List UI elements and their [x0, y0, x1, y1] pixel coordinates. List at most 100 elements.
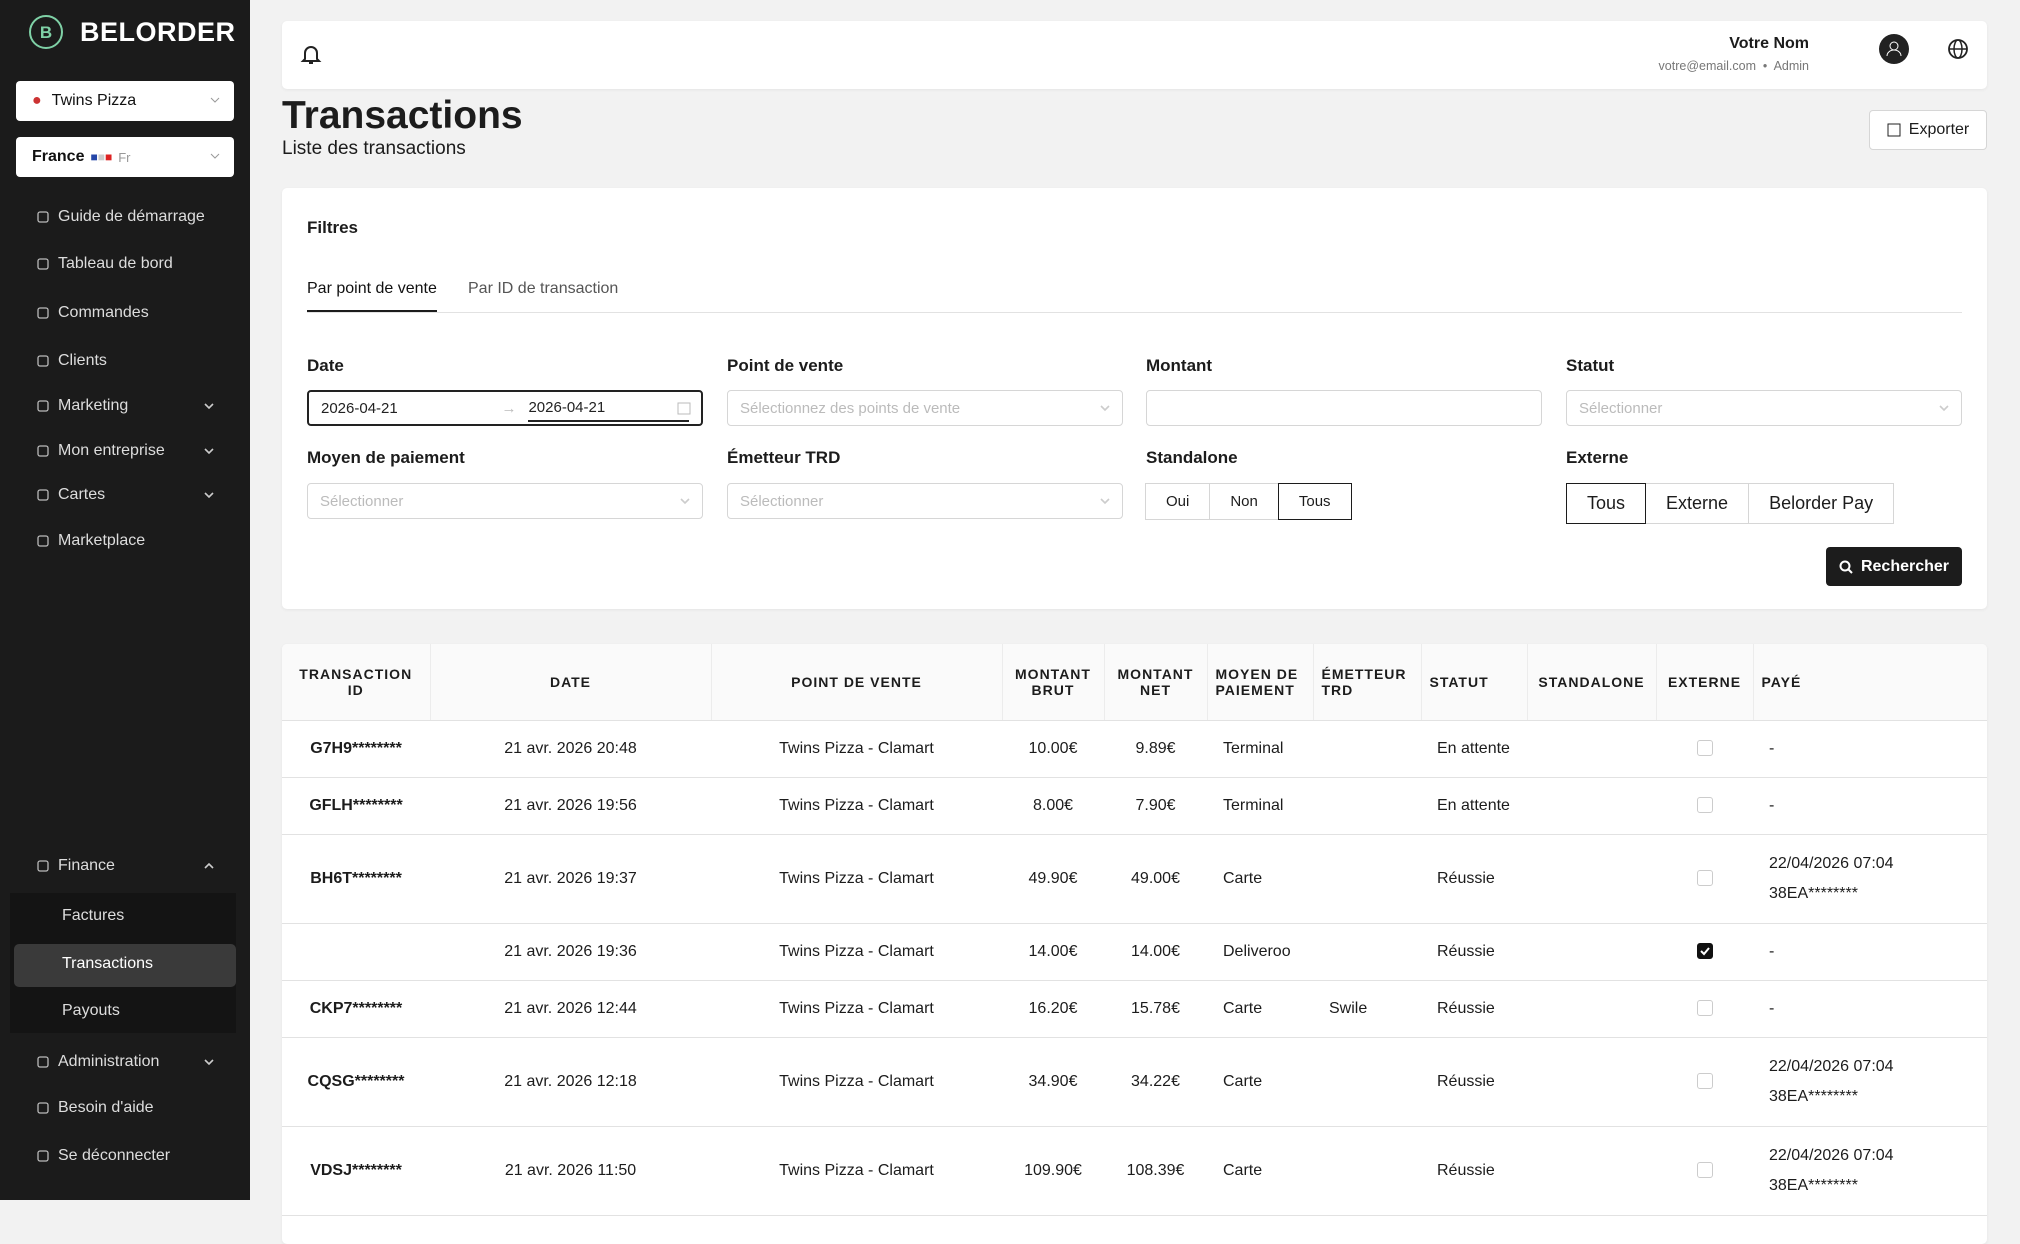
- column-header[interactable]: POINT DE VENTE: [710, 644, 1002, 721]
- cell: 21 avr. 2026 19:56: [430, 777, 711, 835]
- segment-option[interactable]: Belorder Pay: [1748, 483, 1895, 524]
- nav-label: Guide de démarrage: [58, 208, 205, 225]
- nav-label: Administration: [58, 1053, 160, 1070]
- paid-line: 38EA********: [1769, 884, 1858, 902]
- checkbox[interactable]: [1696, 1073, 1713, 1090]
- transaction-row[interactable]: G7H9******** 21 avr. 2026 20:48 Twins Pizz…: [282, 720, 1987, 778]
- transactions-table: TRANSACTION ID DATE POINT DE VENTE MONTANT …: [282, 644, 1987, 1216]
- segment-option[interactable]: Non: [1209, 483, 1279, 520]
- nav-item-finance[interactable]: Finance: [36, 857, 216, 875]
- date-range-input[interactable]: 2026-04-21 → 2026-04-21: [307, 390, 703, 426]
- nav-item[interactable]: Commandes: [36, 304, 216, 322]
- checkbox[interactable]: [1696, 740, 1713, 757]
- column-header[interactable]: MONTANT NET: [1103, 644, 1207, 721]
- submenu-item[interactable]: Factures: [62, 907, 125, 924]
- checkbox[interactable]: [1696, 1162, 1713, 1179]
- checkbox[interactable]: [1696, 943, 1713, 960]
- cell: -: [1753, 777, 1987, 835]
- checkbox[interactable]: [1696, 870, 1713, 887]
- cell: [1313, 777, 1421, 835]
- field-label: Externe: [1566, 448, 1629, 467]
- language: Fr: [118, 149, 131, 165]
- column-header[interactable]: STANDALONE: [1526, 644, 1656, 721]
- submenu-item[interactable]: Transactions: [62, 955, 153, 972]
- cell-text: Réussie: [1437, 1072, 1495, 1090]
- cell: Swile: [1313, 980, 1421, 1038]
- column-header[interactable]: DATE: [429, 644, 711, 721]
- cell-text: Twins Pizza - Clamart: [779, 739, 934, 757]
- store-select[interactable]: ● Twins Pizza: [16, 81, 234, 121]
- cell-text: Réussie: [1437, 869, 1495, 887]
- nav-item[interactable]: Guide de démarrage: [36, 208, 216, 226]
- cell: 49.90€: [1002, 834, 1104, 924]
- transaction-row[interactable]: 21 avr. 2026 19:36 Twins Pizza - Clamart 1…: [282, 923, 1987, 981]
- nav-item[interactable]: Besoin d'aide: [36, 1099, 216, 1117]
- column-header[interactable]: STATUT: [1420, 644, 1527, 721]
- transaction-row[interactable]: CKP7******** 21 avr. 2026 12:44 Twins Pizz…: [282, 980, 1987, 1038]
- cell-text: Réussie: [1437, 999, 1495, 1017]
- cell: 49.00€: [1104, 834, 1207, 924]
- nav-item[interactable]: Marketing: [36, 397, 216, 415]
- segment-option[interactable]: Oui: [1145, 483, 1211, 520]
- nav-item[interactable]: Tableau de bord: [36, 255, 216, 273]
- field-label: Date: [307, 356, 344, 375]
- amount-input[interactable]: [1146, 390, 1542, 426]
- segment-option[interactable]: Tous: [1277, 483, 1352, 520]
- cell: [282, 923, 430, 981]
- nav-item[interactable]: Clients: [36, 352, 216, 370]
- column-header[interactable]: ÉMETTEUR TRD: [1312, 644, 1421, 721]
- filter-tab[interactable]: Par ID de transaction: [468, 280, 619, 297]
- paid-line: -: [1769, 999, 1775, 1017]
- nav-item[interactable]: Administration: [36, 1053, 216, 1071]
- cell-text: Twins Pizza - Clamart: [779, 796, 934, 814]
- select-input[interactable]: Sélectionner: [727, 483, 1123, 519]
- globe-icon[interactable]: [1947, 38, 1969, 60]
- search-button[interactable]: Rechercher: [1826, 547, 1962, 586]
- submenu-item[interactable]: Payouts: [62, 1002, 120, 1019]
- cell: [1656, 777, 1753, 835]
- cell: 21 avr. 2026 20:48: [430, 720, 711, 778]
- select-input[interactable]: Sélectionner: [307, 483, 703, 519]
- segment-option[interactable]: Tous: [1566, 483, 1647, 524]
- export-button[interactable]: Exporter: [1869, 110, 1987, 150]
- cell: 22/04/2026 07:04 38EA********: [1753, 1126, 1987, 1216]
- cell-text: Terminal: [1223, 796, 1284, 814]
- select-input[interactable]: Sélectionnez des points de vente: [727, 390, 1123, 426]
- column-header[interactable]: PAYÉ: [1752, 644, 1987, 721]
- checkbox[interactable]: [1696, 797, 1713, 814]
- nav-item[interactable]: Marketplace: [36, 532, 216, 550]
- bell-icon[interactable]: [300, 43, 322, 67]
- cell: CQSG********: [282, 1037, 430, 1127]
- nav-item[interactable]: Mon entreprise: [36, 442, 216, 460]
- cell: -: [1753, 980, 1987, 1038]
- column-header[interactable]: EXTERNE: [1655, 644, 1753, 721]
- transaction-row[interactable]: GFLH******** 21 avr. 2026 19:56 Twins Pizz…: [282, 777, 1987, 835]
- segment-option[interactable]: Externe: [1645, 483, 1750, 524]
- nav-item[interactable]: Se déconnecter: [36, 1147, 216, 1165]
- cell-text: 21 avr. 2026 19:56: [504, 796, 637, 814]
- nav-label: Tableau de bord: [58, 255, 173, 272]
- transaction-row[interactable]: CQSG******** 21 avr. 2026 12:18 Twins Pizz…: [282, 1037, 1987, 1127]
- checkbox[interactable]: [1696, 1000, 1713, 1017]
- nav-label: Cartes: [58, 486, 106, 503]
- column-header[interactable]: MONTANT BRUT: [1001, 644, 1104, 721]
- column-header[interactable]: TRANSACTION ID: [282, 644, 430, 721]
- nav-item[interactable]: Cartes: [36, 486, 216, 504]
- cell: Réussie: [1421, 1126, 1527, 1216]
- cell: 14.00€: [1002, 923, 1104, 981]
- cell-text: 15.78€: [1131, 999, 1180, 1017]
- filter-tab[interactable]: Par point de vente: [307, 280, 437, 312]
- country-select[interactable]: France ■■■ Fr: [16, 137, 234, 177]
- transaction-row[interactable]: VDSJ******** 21 avr. 2026 11:50 Twins Pizz…: [282, 1126, 1987, 1216]
- column-header[interactable]: MOYEN DE PAIEMENT: [1206, 644, 1313, 721]
- cell: G7H9********: [282, 720, 430, 778]
- cell-text: 14.00€: [1028, 942, 1078, 960]
- cell: Twins Pizza - Clamart: [711, 923, 1002, 981]
- select-placeholder: Sélectionner: [740, 492, 824, 510]
- store-name: Twins Pizza: [51, 92, 137, 109]
- avatar[interactable]: [1879, 34, 1909, 64]
- cell-text: 21 avr. 2026 12:44: [504, 999, 637, 1017]
- transaction-row[interactable]: BH6T******** 21 avr. 2026 19:37 Twins Pizz…: [282, 834, 1987, 924]
- select-input[interactable]: Sélectionner: [1566, 390, 1962, 426]
- select-placeholder: Sélectionner: [320, 492, 404, 510]
